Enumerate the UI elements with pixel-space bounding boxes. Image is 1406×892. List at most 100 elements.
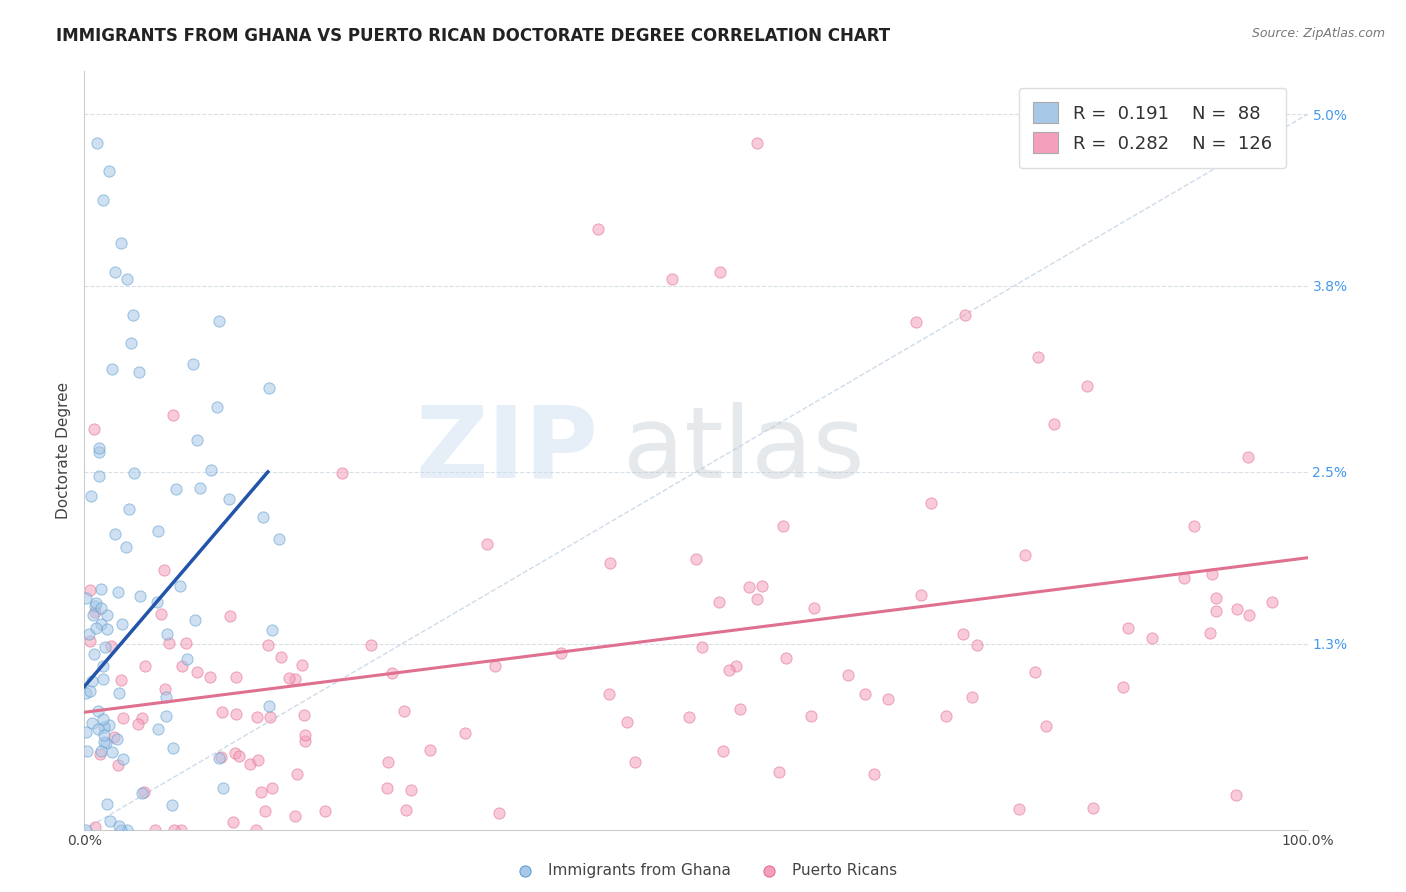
- Point: [84, 621, 107, 635]
- Point: [87, 442, 110, 456]
- Point: [262, 624, 284, 638]
- Point: [80, 674, 103, 689]
- Point: [586, 221, 609, 235]
- Point: [246, 710, 269, 724]
- Point: [79, 634, 101, 648]
- Point: [1014, 548, 1036, 562]
- Point: [690, 640, 713, 654]
- Point: [80, 489, 103, 503]
- Point: [1024, 665, 1046, 679]
- Point: [399, 783, 422, 797]
- Point: [91, 712, 114, 726]
- Point: [86, 136, 108, 150]
- Point: [837, 668, 859, 682]
- Point: [82, 716, 104, 731]
- Point: [772, 519, 794, 533]
- Point: [257, 381, 280, 395]
- Point: [392, 704, 415, 718]
- Point: [616, 715, 638, 730]
- Point: [1140, 631, 1163, 645]
- Point: [1008, 802, 1031, 816]
- Point: [153, 563, 176, 577]
- Point: [82, 607, 104, 622]
- Point: [550, 646, 572, 660]
- Point: [87, 468, 110, 483]
- Point: [108, 819, 131, 833]
- Point: [1225, 789, 1247, 803]
- Point: [803, 601, 825, 615]
- Point: [1076, 379, 1098, 393]
- Point: [751, 579, 773, 593]
- Point: [218, 491, 240, 506]
- Point: [419, 743, 441, 757]
- Point: [724, 658, 747, 673]
- Point: [395, 803, 418, 817]
- Legend: Immigrants from Ghana, Puerto Ricans: Immigrants from Ghana, Puerto Ricans: [503, 857, 903, 884]
- Point: [103, 730, 125, 744]
- Point: [131, 711, 153, 725]
- Text: ZIP: ZIP: [415, 402, 598, 499]
- Point: [170, 822, 193, 837]
- Point: [228, 749, 250, 764]
- Point: [90, 600, 112, 615]
- Point: [246, 753, 269, 767]
- Point: [291, 657, 314, 672]
- Point: [1201, 567, 1223, 582]
- Point: [1035, 719, 1057, 733]
- Point: [112, 711, 135, 725]
- Point: [83, 647, 105, 661]
- Point: [1226, 601, 1249, 615]
- Point: [208, 314, 231, 328]
- Point: [711, 744, 734, 758]
- Point: [488, 805, 510, 820]
- Point: [91, 672, 114, 686]
- Point: [128, 365, 150, 379]
- Point: [920, 496, 942, 510]
- Point: [294, 734, 316, 748]
- Point: [90, 617, 112, 632]
- Point: [183, 613, 205, 627]
- Point: [685, 552, 707, 566]
- Point: [162, 822, 184, 837]
- Point: [209, 749, 232, 764]
- Point: [90, 582, 112, 597]
- Point: [211, 705, 233, 719]
- Point: [219, 609, 242, 624]
- Point: [108, 685, 131, 699]
- Point: [377, 755, 399, 769]
- Point: [254, 805, 277, 819]
- Point: [162, 408, 184, 422]
- Point: [134, 659, 156, 673]
- Point: [91, 193, 114, 207]
- Point: [129, 589, 152, 603]
- Point: [454, 726, 477, 740]
- Point: [738, 580, 761, 594]
- Point: [224, 746, 246, 760]
- Point: [269, 533, 291, 547]
- Point: [707, 595, 730, 609]
- Point: [284, 809, 307, 823]
- Point: [287, 767, 309, 781]
- Point: [107, 758, 129, 772]
- Point: [775, 651, 797, 665]
- Point: [661, 272, 683, 286]
- Point: [105, 732, 128, 747]
- Point: [87, 704, 110, 718]
- Point: [292, 708, 315, 723]
- Point: [84, 596, 107, 610]
- Point: [225, 670, 247, 684]
- Point: [284, 672, 307, 686]
- Point: [174, 636, 197, 650]
- Point: [156, 627, 179, 641]
- Point: [143, 822, 166, 837]
- Point: [599, 557, 621, 571]
- Point: [250, 785, 273, 799]
- Point: [77, 627, 100, 641]
- Point: [96, 797, 118, 811]
- Point: [75, 685, 97, 699]
- Point: [107, 585, 129, 599]
- Point: [153, 681, 176, 696]
- Point: [935, 709, 957, 723]
- Point: [169, 579, 191, 593]
- Point: [260, 781, 283, 796]
